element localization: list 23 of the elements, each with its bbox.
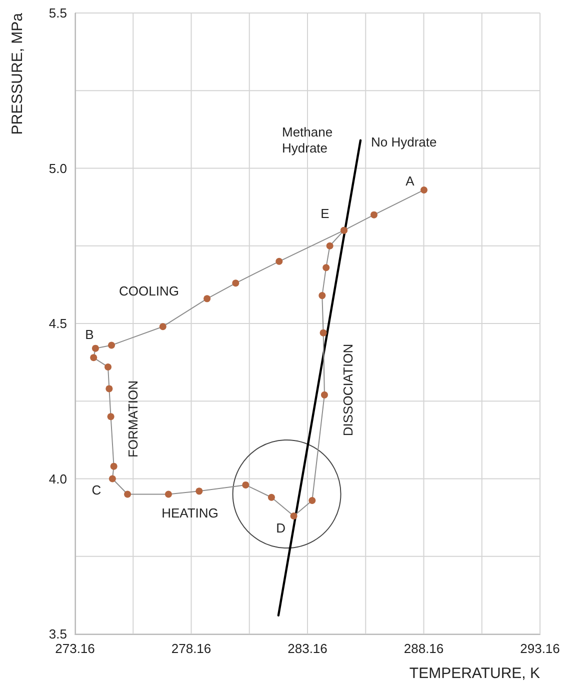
x-tick-label: 273.16 (55, 641, 95, 656)
x-tick-label: 278.16 (171, 641, 212, 656)
x-axis-title: TEMPERATURE, K (409, 665, 540, 682)
annotation: B (85, 326, 94, 342)
annotation: DISSOCIATION (340, 344, 356, 436)
y-tick-label: 5.0 (48, 160, 67, 176)
annotation: FORMATION (126, 380, 140, 458)
annotation: E (320, 206, 330, 221)
x-tick-label: 293.16 (520, 641, 560, 656)
x-tick-label: 288.16 (404, 641, 444, 656)
x-tick-label: 283.16 (288, 641, 328, 656)
annotation: HEATING (162, 506, 218, 520)
y-tick-label: 5.5 (48, 6, 67, 20)
y-tick-label: 3.5 (48, 626, 67, 642)
annotation: COOLING (119, 284, 179, 298)
annotation: Methane Hydrate (282, 124, 333, 156)
y-tick-label: 4.5 (48, 316, 67, 331)
y-tick-label: 4.0 (48, 471, 67, 486)
annotation: D (276, 520, 286, 536)
annotation: A (406, 173, 415, 188)
annotation: C (92, 482, 102, 498)
annotation: No Hydrate (371, 134, 437, 150)
y-axis-title: PRESSURE, MPa (9, 12, 26, 135)
